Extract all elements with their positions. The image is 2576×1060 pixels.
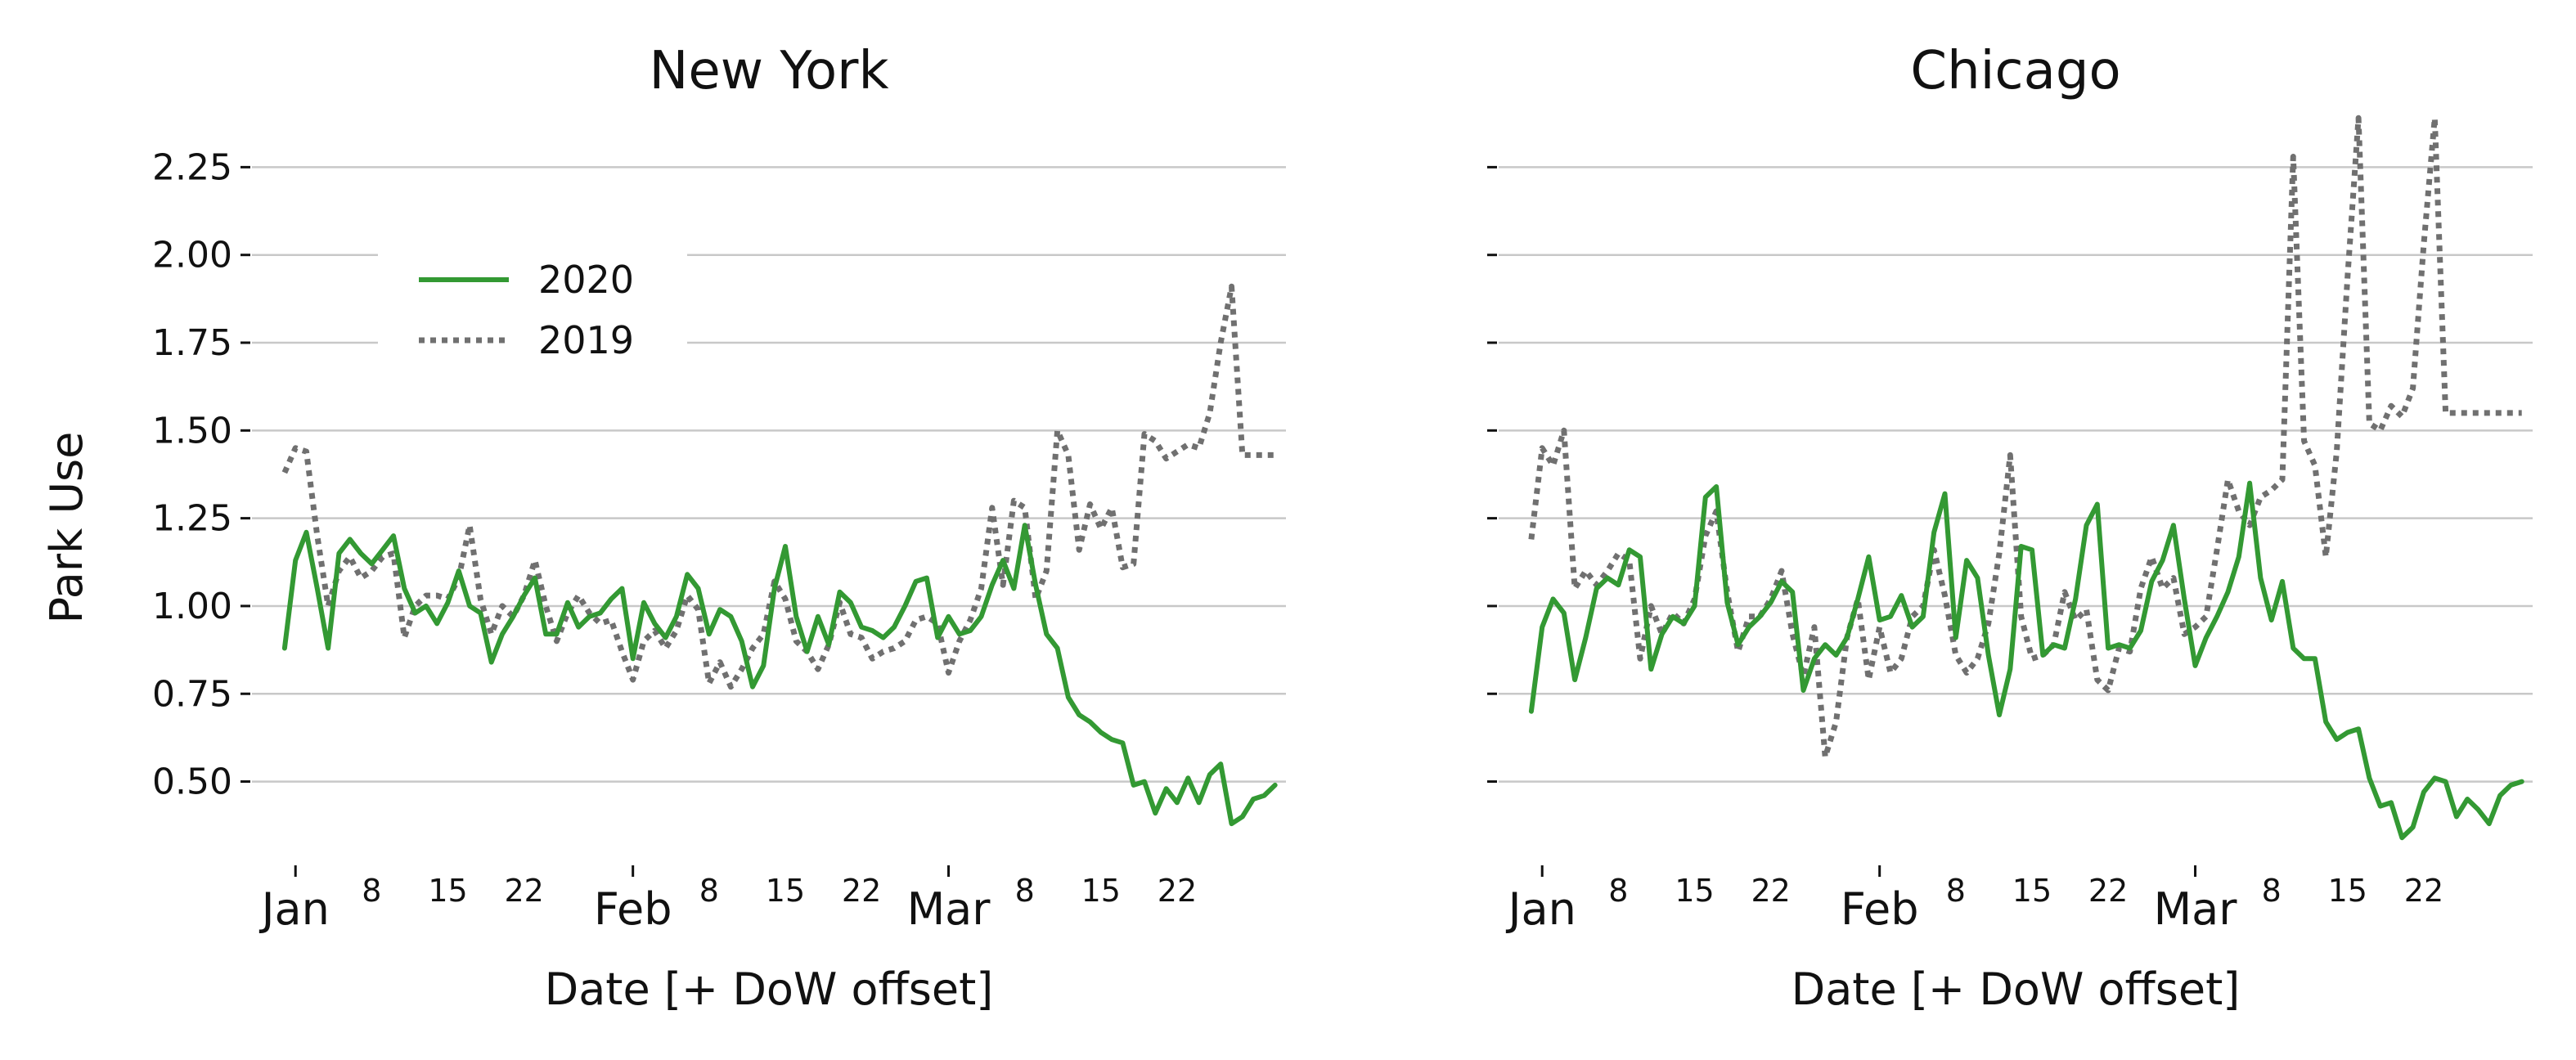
x-day-label: 15 — [1675, 873, 1714, 909]
y-axis-label: Park Use — [41, 432, 92, 624]
legend-label: 2020 — [538, 258, 634, 302]
x-day-label: 22 — [1158, 873, 1197, 909]
legend-label: 2019 — [538, 318, 634, 362]
y-tick-label: 0.50 — [152, 761, 232, 803]
x-day-label: 22 — [504, 873, 543, 909]
x-day-label: 15 — [2012, 873, 2052, 909]
legend-box — [378, 231, 687, 370]
chart-title: Chicago — [1910, 41, 2120, 101]
legend: 2020 2019 — [378, 231, 687, 370]
chicago-panel: Jan Feb Mar 8 15 22 8 15 22 8 15 22 Chicago Date [+ D… — [1487, 41, 2533, 1015]
x-day-label: 15 — [766, 873, 805, 909]
y-tick-label: 1.50 — [152, 410, 232, 451]
chart-title: New York — [649, 41, 888, 101]
series-line-2020-chicago — [1528, 480, 2524, 841]
y-tick-label: 2.25 — [152, 146, 232, 188]
x-day-label: 8 — [699, 873, 719, 909]
x-month-label: Mar — [2154, 883, 2238, 935]
y-tick-label: 1.75 — [152, 322, 232, 364]
x-month-label: Mar — [907, 883, 991, 935]
series-line-2019-chicago — [1528, 115, 2522, 760]
x-month-label: Feb — [1841, 883, 1919, 935]
y-tick-label: 2.00 — [152, 235, 232, 276]
x-day-label: 8 — [362, 873, 381, 909]
x-day-label: 22 — [1751, 873, 1790, 909]
y-tick-label: 1.25 — [152, 498, 232, 540]
x-day-label: 15 — [2328, 873, 2367, 909]
x-axis-label: Date [+ DoW offset] — [1792, 963, 2241, 1015]
x-month-label: Jan — [1506, 883, 1576, 935]
x-day-label: 8 — [1946, 873, 1966, 909]
x-day-label: 22 — [842, 873, 881, 909]
x-day-label: 22 — [2404, 873, 2443, 909]
x-day-label: 8 — [1015, 873, 1035, 909]
x-day-label: 15 — [1081, 873, 1121, 909]
x-day-label: 22 — [2088, 873, 2128, 909]
new-york-panel: 0.50 0.75 1.00 1.25 1.50 1.75 2.00 2.25 Jan Feb Ma… — [41, 41, 1286, 1015]
series-line-2020-new-york — [281, 523, 1278, 827]
y-tick-label: 1.00 — [152, 586, 232, 627]
x-month-label: Feb — [594, 883, 672, 935]
x-axis-label: Date [+ DoW offset] — [545, 963, 994, 1015]
x-day-label: 8 — [2262, 873, 2282, 909]
y-tick-label: 0.75 — [152, 673, 232, 715]
x-day-label: 8 — [1608, 873, 1628, 909]
x-month-label: Jan — [259, 883, 330, 935]
x-day-label: 15 — [428, 873, 467, 909]
